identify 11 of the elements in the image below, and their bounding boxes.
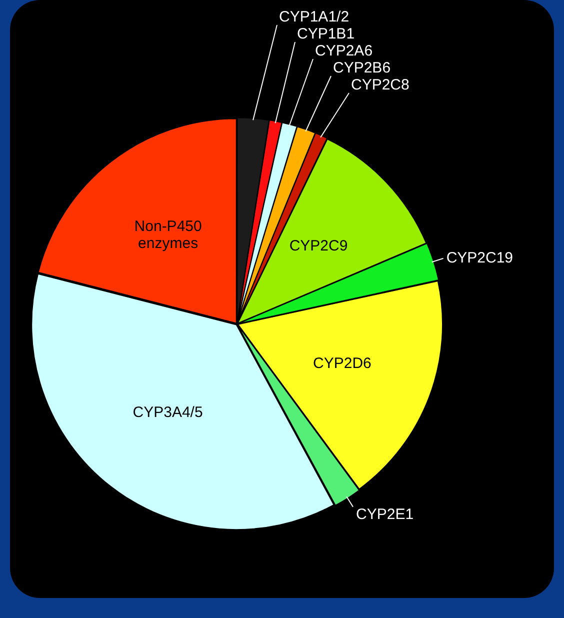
slice-label: CYP2B6: [333, 60, 391, 77]
slice-label: CYP2C8: [351, 76, 410, 94]
slice-label: CYP2C19: [446, 250, 514, 267]
slice-label: CYP3A4/5: [132, 404, 203, 421]
slice-label: CYP2A6: [315, 42, 373, 60]
slice-label: Non-P450 enzymes: [134, 218, 202, 252]
slice-label: CYP1A1/2: [279, 8, 350, 26]
slice-label: CYP2D6: [313, 354, 372, 372]
slice-label: CYP2E1: [356, 506, 414, 523]
slice-label: CYP1B1: [297, 26, 355, 43]
slice-label: CYP2C9: [289, 238, 348, 255]
